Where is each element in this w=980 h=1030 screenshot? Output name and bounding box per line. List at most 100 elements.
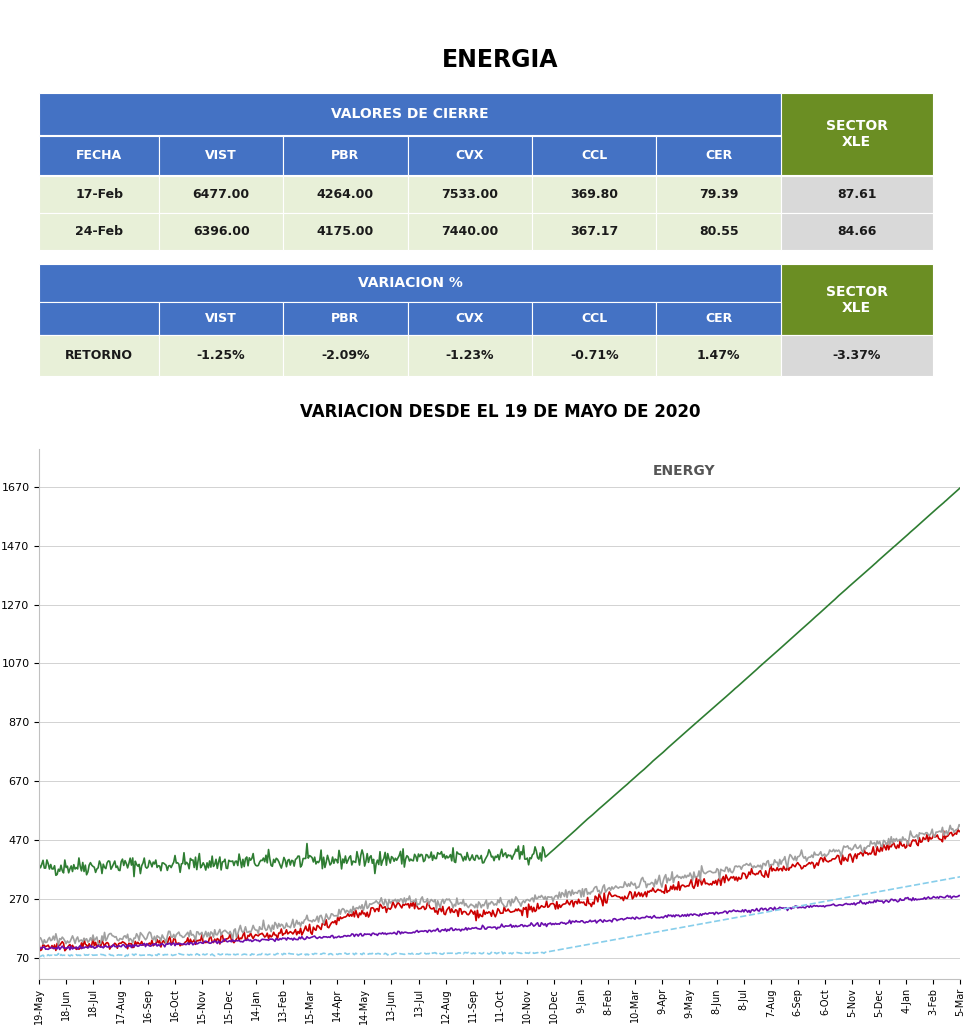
FancyBboxPatch shape [532, 136, 657, 175]
Text: 84.66: 84.66 [837, 226, 876, 238]
Line: VIST: VIST [39, 487, 960, 877]
Text: CCL: CCL [581, 149, 608, 162]
PBR [50, 945, 62, 957]
FancyBboxPatch shape [657, 302, 781, 336]
FancyBboxPatch shape [532, 336, 657, 376]
Line: PBR: PBR [39, 829, 960, 951]
FancyBboxPatch shape [408, 136, 532, 175]
FancyBboxPatch shape [657, 176, 781, 212]
CER [33, 951, 45, 963]
CVX [33, 933, 45, 946]
FancyBboxPatch shape [657, 336, 781, 376]
VIST [128, 870, 140, 883]
Text: RETORNO: RETORNO [65, 349, 133, 362]
CER [955, 870, 966, 883]
Text: CVX: CVX [456, 149, 484, 162]
FancyBboxPatch shape [159, 336, 283, 376]
Text: CER: CER [705, 312, 732, 325]
Text: VARIACION DESDE EL 19 DE MAYO DE 2020: VARIACION DESDE EL 19 DE MAYO DE 2020 [300, 403, 700, 421]
FancyBboxPatch shape [408, 302, 532, 336]
CCL [50, 941, 62, 954]
FancyBboxPatch shape [283, 136, 408, 175]
CER [146, 950, 158, 962]
CER [239, 949, 251, 961]
Text: FECHA: FECHA [76, 149, 122, 162]
Text: VIST: VIST [205, 312, 237, 325]
FancyBboxPatch shape [283, 213, 408, 250]
FancyBboxPatch shape [781, 213, 933, 250]
FancyBboxPatch shape [39, 302, 159, 336]
Line: CVX: CVX [39, 825, 960, 946]
VIST [288, 860, 300, 872]
FancyBboxPatch shape [39, 94, 781, 135]
Text: VIST: VIST [205, 149, 237, 162]
CER [641, 928, 653, 940]
Text: -1.25%: -1.25% [197, 349, 245, 362]
CCL [146, 939, 158, 952]
FancyBboxPatch shape [781, 265, 933, 336]
FancyBboxPatch shape [159, 302, 283, 336]
Text: 369.80: 369.80 [570, 187, 618, 201]
Text: VALORES DE CIERRE: VALORES DE CIERRE [331, 107, 489, 122]
FancyBboxPatch shape [159, 136, 283, 175]
FancyBboxPatch shape [39, 213, 159, 250]
FancyBboxPatch shape [408, 336, 532, 376]
PBR [33, 939, 45, 952]
CER [613, 932, 625, 945]
Text: VARIACION %: VARIACION % [358, 276, 463, 290]
PBR [146, 934, 158, 947]
CVX [50, 928, 62, 940]
Text: 4175.00: 4175.00 [317, 226, 374, 238]
CVX [641, 882, 653, 894]
FancyBboxPatch shape [408, 213, 532, 250]
Text: 79.39: 79.39 [699, 187, 738, 201]
CVX [53, 939, 65, 952]
CER [38, 951, 50, 963]
Text: 17-Feb: 17-Feb [75, 187, 123, 201]
CER [288, 948, 300, 960]
Text: 6396.00: 6396.00 [193, 226, 250, 238]
Text: -3.37%: -3.37% [833, 349, 881, 362]
Text: -0.71%: -0.71% [570, 349, 618, 362]
FancyBboxPatch shape [159, 213, 283, 250]
Text: 24-Feb: 24-Feb [75, 226, 123, 238]
PBR [239, 933, 251, 946]
Line: CCL: CCL [39, 895, 960, 950]
FancyBboxPatch shape [39, 176, 159, 212]
FancyBboxPatch shape [283, 176, 408, 212]
PBR [641, 891, 653, 903]
CCL [239, 934, 251, 947]
VIST [955, 481, 966, 493]
FancyBboxPatch shape [283, 336, 408, 376]
CVX [955, 820, 966, 832]
VIST [613, 785, 625, 797]
Text: CER: CER [705, 149, 732, 162]
VIST [33, 859, 45, 871]
FancyBboxPatch shape [657, 213, 781, 250]
VIST [50, 869, 62, 882]
CCL [955, 890, 966, 902]
Text: SECTOR
XLE: SECTOR XLE [826, 119, 888, 149]
Text: 80.55: 80.55 [699, 226, 738, 238]
CVX [954, 819, 965, 831]
VIST [239, 853, 251, 865]
VIST [146, 861, 158, 873]
CER [51, 949, 63, 961]
VIST [641, 761, 653, 774]
Text: ENERGIA: ENERGIA [442, 48, 558, 72]
Text: -1.23%: -1.23% [446, 349, 494, 362]
CCL [33, 943, 45, 956]
Text: 7533.00: 7533.00 [441, 187, 499, 201]
CVX [239, 921, 251, 933]
Text: ENERGY: ENERGY [653, 465, 715, 479]
FancyBboxPatch shape [408, 176, 532, 212]
Text: 6477.00: 6477.00 [193, 187, 250, 201]
PBR [288, 926, 300, 938]
FancyBboxPatch shape [159, 176, 283, 212]
FancyBboxPatch shape [532, 213, 657, 250]
PBR [955, 825, 966, 837]
Text: PBR: PBR [331, 149, 360, 162]
Text: 1.47%: 1.47% [697, 349, 740, 362]
CCL [288, 932, 300, 945]
Text: -2.09%: -2.09% [321, 349, 369, 362]
